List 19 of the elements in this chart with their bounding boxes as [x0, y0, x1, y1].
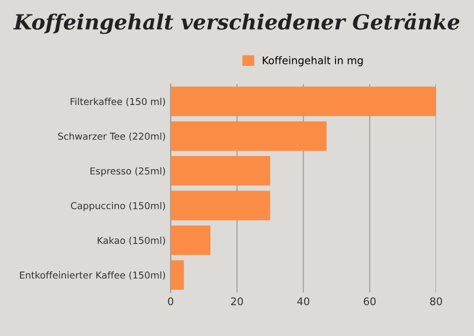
x-tick-label: 40 [297, 297, 310, 306]
bar [170, 190, 270, 220]
bar [170, 121, 327, 151]
x-tick-label: 0 [168, 297, 174, 306]
y-tick-label: Espresso (25ml) [90, 167, 165, 176]
y-tick-label: Schwarzer Tee (220ml) [58, 132, 165, 141]
y-tick-label: Filterkaffee (150 ml) [70, 98, 165, 106]
bar [170, 86, 436, 116]
x-tick-label: 20 [231, 297, 243, 306]
bar [170, 156, 270, 186]
bar [170, 260, 184, 290]
chart-title: Koffeingehalt verschiedener Getränke [13, 12, 460, 34]
bar [170, 225, 210, 255]
y-tick-label: Cappuccino (150ml) [70, 202, 165, 212]
x-tick-label: 80 [430, 297, 442, 306]
y-tick-label: Entkoffeinierter Kaffee (150ml) [20, 271, 165, 280]
legend-label: Koffeingehalt in mg [262, 56, 363, 66]
y-tick-label: Kakao (150ml) [98, 236, 165, 246]
x-tick-label: 60 [364, 297, 376, 306]
